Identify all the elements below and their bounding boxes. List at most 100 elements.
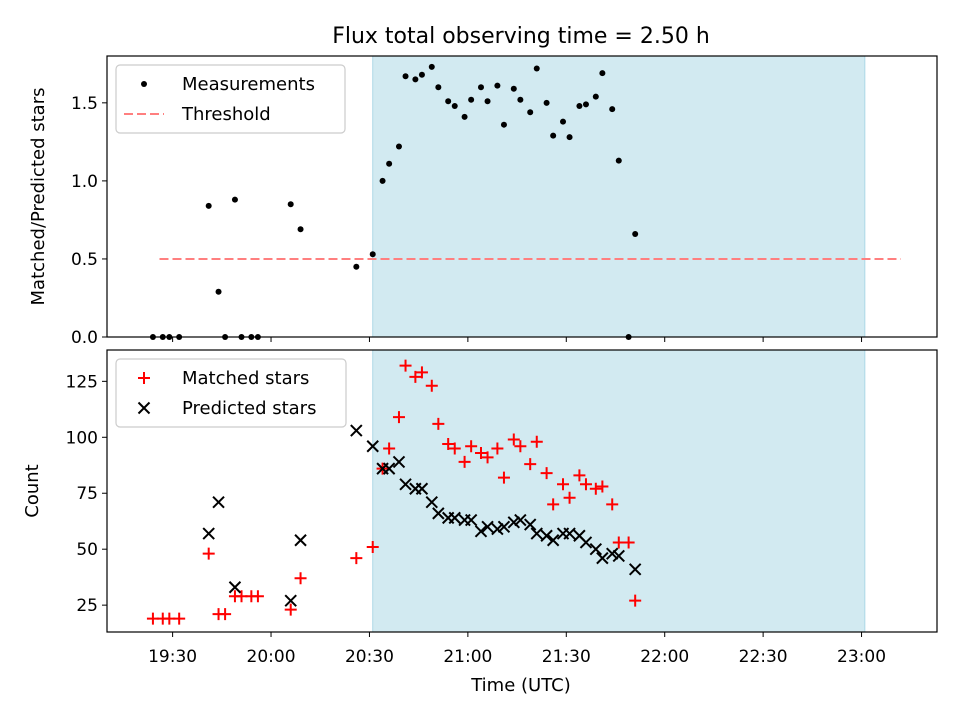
measurement-point: [386, 160, 393, 167]
x-tick-label: 20:00: [247, 647, 296, 667]
predicted-stars-point: [530, 527, 543, 540]
x-tick-label: 22:30: [739, 647, 788, 667]
predicted-stars-point: [392, 455, 406, 469]
measurement-point: [461, 113, 468, 120]
y-tick-label: 1.5: [71, 94, 98, 114]
legend-label: Predicted stars: [182, 398, 316, 419]
measurement-point: [353, 263, 360, 270]
predicted-stars-point: [448, 511, 461, 525]
matched-stars-point: [409, 370, 422, 383]
predicted-stars-point: [523, 518, 537, 531]
matched-stars-point: [415, 366, 428, 379]
matched-stars-point: [629, 594, 642, 607]
measurement-point: [445, 98, 452, 105]
predicted-stars-point: [432, 507, 445, 520]
matched-stars-point: [442, 438, 455, 450]
predicted-stars-point: [415, 482, 429, 495]
predicted-stars-point: [546, 534, 560, 547]
measurement-point: [510, 85, 517, 92]
chart-title: Flux total observing time = 2.50 h: [332, 24, 710, 49]
matched-stars-point: [399, 359, 412, 372]
predicted-stars-point: [514, 513, 527, 527]
predicted-stars-point: [366, 440, 379, 453]
y-tick-label: 100: [66, 428, 98, 448]
predicted-stars-point: [628, 563, 642, 576]
measurement-point: [550, 132, 557, 139]
observing-span: [372, 349, 866, 633]
measurement-point: [533, 65, 540, 72]
matched-stars-point: [425, 379, 438, 392]
measurement-point: [451, 102, 458, 109]
matched-stars-point: [219, 608, 232, 621]
measurement-point: [287, 201, 294, 208]
x-tick-label: 21:30: [542, 647, 591, 667]
legend-label: Threshold: [181, 104, 271, 125]
measurement-point: [484, 98, 491, 105]
measurement-point: [527, 109, 534, 116]
y-tick-label: 125: [66, 372, 98, 392]
predicted-stars-point: [596, 551, 609, 565]
matched-stars-point: [284, 603, 297, 616]
predicted-stars-point: [563, 527, 576, 540]
matched-stars-point: [497, 471, 510, 484]
predicted-stars-point: [399, 478, 412, 491]
matched-stars-point: [563, 491, 576, 504]
measurement-point: [500, 121, 507, 128]
predicted-stars-point: [382, 462, 396, 475]
axes-frame: [106, 55, 938, 338]
matched-stars-point: [458, 455, 471, 468]
x-tick-label: 19:30: [148, 647, 197, 667]
matched-stars-point: [383, 442, 396, 455]
x-tick-label: 23:00: [837, 647, 886, 667]
matched-stars-point: [579, 478, 592, 491]
measurement-point: [205, 202, 212, 209]
predicted-stars-point: [612, 549, 625, 563]
y-tick-label: 25: [76, 596, 98, 616]
x-tick-label: 20:30: [345, 647, 394, 667]
matched-stars-point: [448, 442, 461, 455]
x-tick-label: 21:00: [443, 647, 492, 667]
matched-stars-point: [294, 572, 307, 585]
y-tick-label: 0.0: [71, 328, 98, 348]
measurement-point: [599, 70, 606, 77]
predicted-stars-point: [350, 424, 363, 437]
measurement-point: [477, 84, 484, 91]
predicted-stars-point: [474, 525, 488, 538]
matched-stars-point: [251, 590, 264, 603]
matched-stars-point: [491, 442, 504, 455]
predicted-stars-point: [579, 536, 593, 549]
legend-measurements-marker: [141, 81, 147, 87]
measurement-point: [369, 251, 376, 258]
predicted-stars-point: [464, 513, 478, 527]
y-tick-label: 1.0: [71, 172, 98, 192]
bottom-panel: 25 50 75 100 125 19:30 20:00 20:30 21:00 21:30 22:…: [22, 349, 938, 667]
matched-stars-point: [596, 480, 609, 493]
legend: Measurements Threshold: [115, 64, 346, 134]
predicted-stars-point: [284, 594, 297, 607]
matched-stars-point: [432, 417, 445, 430]
measurement-point: [494, 82, 501, 89]
predicted-stars-point: [481, 520, 494, 534]
matched-stars-point: [465, 440, 478, 453]
matched-stars-point: [547, 498, 560, 511]
matched-stars-point: [530, 435, 543, 448]
matched-stars-point: [392, 411, 405, 424]
measurement-point: [412, 76, 419, 83]
measurement-point: [435, 84, 442, 91]
matched-stars-point: [481, 451, 494, 464]
predicted-stars-point: [589, 542, 603, 556]
matched-stars-point: [366, 540, 379, 553]
matched-stars-point: [173, 612, 186, 625]
predicted-stars-point: [540, 529, 553, 542]
measurement-point: [592, 93, 599, 100]
measurement-point: [402, 73, 409, 80]
measurement-point: [297, 226, 304, 233]
measurement-point: [576, 102, 583, 109]
measurement-point: [615, 157, 622, 164]
axes-frame: [106, 349, 938, 633]
matched-stars-point: [606, 498, 619, 511]
measurement-point: [231, 196, 238, 203]
measurement-point: [418, 71, 425, 78]
y-tick-label: 0.5: [71, 250, 98, 270]
matched-stars-point: [540, 467, 553, 480]
